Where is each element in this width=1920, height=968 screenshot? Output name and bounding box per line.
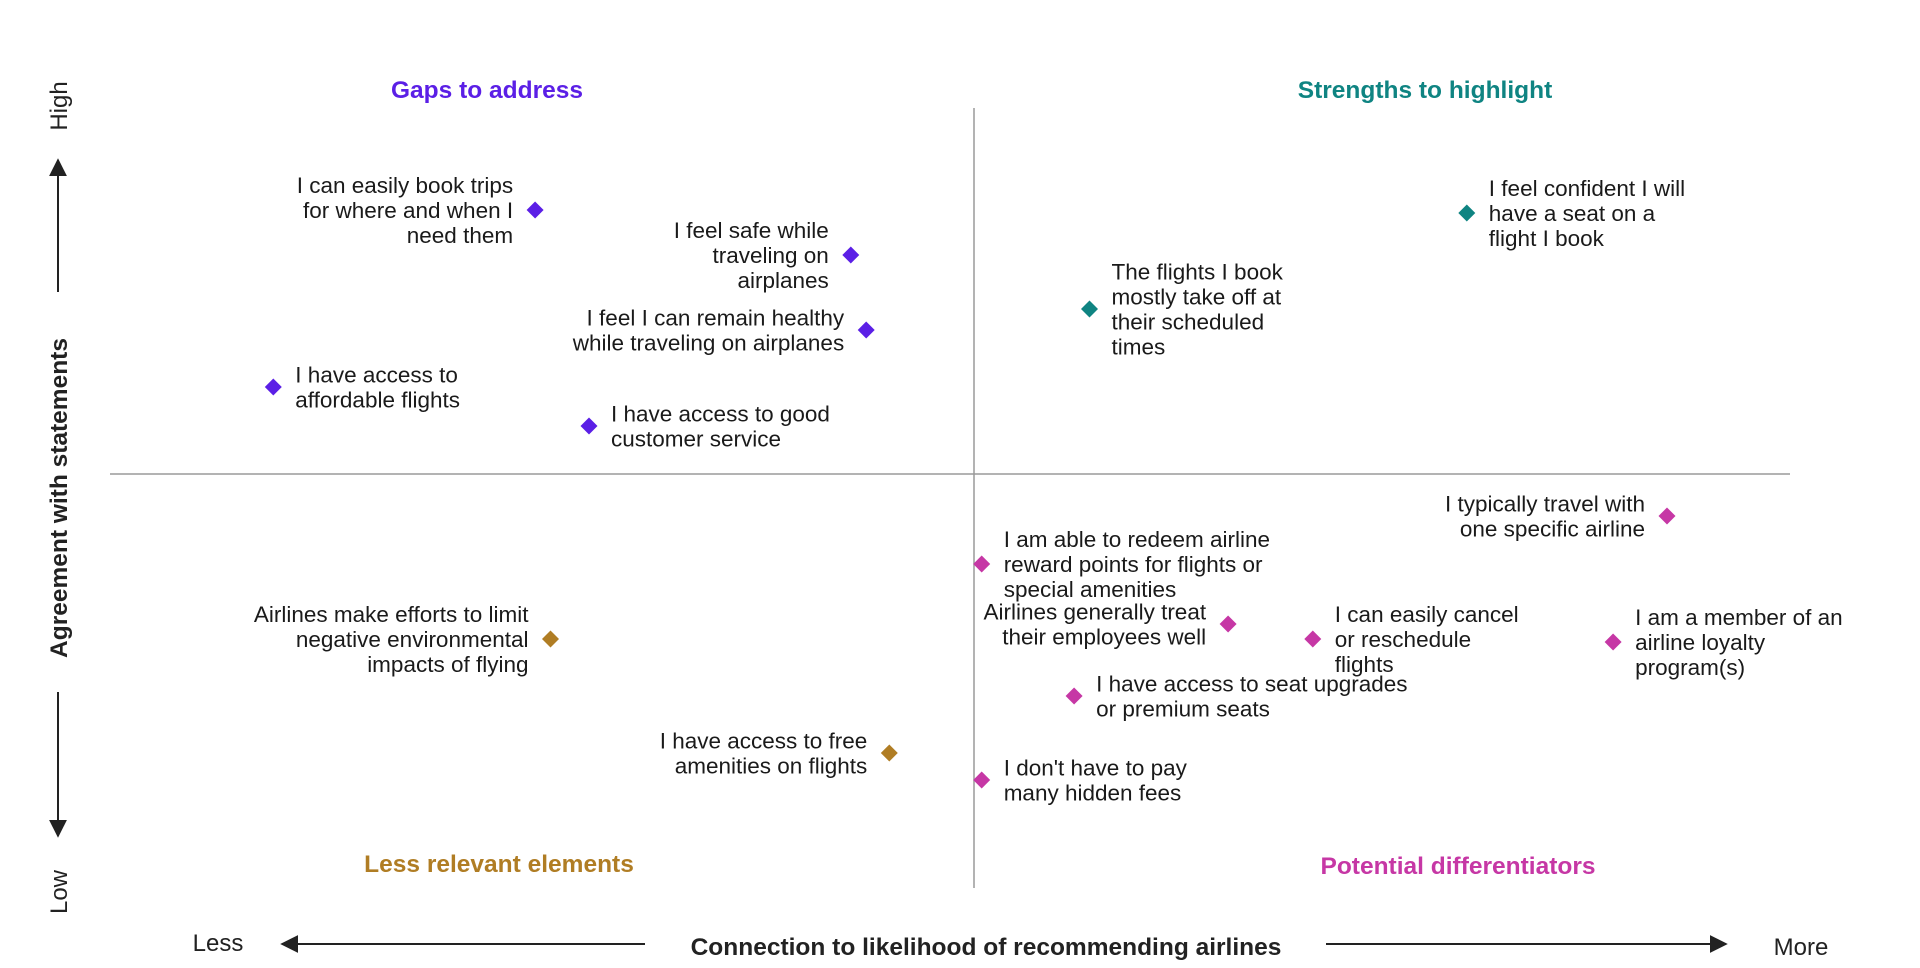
data-point-label: I can easily cancel or reschedule flights [1335,602,1519,677]
data-point-label: I have access to affordable flights [295,363,460,413]
data-point-marker [1304,630,1322,648]
data-point-label-line: I feel I can remain healthy [587,306,845,331]
y-axis-title: Agreement with statements [46,338,73,658]
data-point-marker [1458,204,1476,222]
x-axis-more-label: More [1774,934,1829,961]
data-point-marker [1604,633,1622,651]
data-point-marker [1065,687,1083,705]
data-point-marker [973,555,991,573]
y-axis-high-label: High [46,81,73,130]
data-point-label-line: I have access to free [660,729,868,754]
data-point-label: Airlines generally treat their employees … [983,600,1206,650]
data-point-marker [1081,300,1098,318]
data-point-label-line: airplanes [737,268,828,293]
data-point-label-line: I am able to redeem airline [1004,527,1270,552]
data-point-marker [973,771,991,789]
data-point-label-line: I have access to seat upgrades [1096,672,1407,697]
data-point-label-line: flights [1335,652,1394,677]
data-point-marker [880,744,898,762]
data-point-marker [857,321,875,339]
quadrant-title-strengths: Strengths to highlight [1298,77,1553,104]
data-point-label: I have access to seat upgrades or premium… [1096,672,1407,722]
x-axis-title: Connection to likelihood of recommending… [691,934,1282,961]
data-point-label: I have access to good customer service [611,402,830,452]
data-point-label-line: for where and when I [303,198,513,223]
data-point-label-line: I have access to good [611,402,830,427]
data-point-marker [264,378,282,396]
data-point-label-line: I typically travel with [1445,492,1645,517]
data-point-label: I feel safe while traveling on airplanes [674,218,829,293]
data-point-label-line: or reschedule [1335,627,1471,652]
y-axis-low-label: Low [46,869,73,914]
data-point-label: I have access to free amenities on flight… [660,729,868,779]
data-point-label-line: I don't have to pay [1004,756,1188,781]
data-point-label-line: their scheduled [1112,310,1265,335]
data-point-label-line: times [1112,335,1166,360]
data-point-label: I can easily book trips for where and whe… [297,173,513,248]
data-point-label: Airlines make efforts to limit negative e… [254,602,529,677]
data-point-label-line: affordable flights [295,388,460,413]
x-axis-less-label: Less [193,930,244,957]
data-point-label-line: mostly take off at [1112,285,1282,310]
data-point-label-line: reward points for flights or [1004,552,1263,577]
data-point-label-line: amenities on flights [675,754,868,779]
data-point-label: I am able to redeem airline reward points… [1004,527,1270,602]
data-point-label-line: I am a member of an [1635,605,1843,630]
data-point-label: I don't have to pay many hidden fees [1004,756,1188,806]
data-point-label-line: customer service [611,427,781,452]
data-point-label-line: Airlines make efforts to limit [254,602,529,627]
data-point-label-line: I have access to [295,363,458,388]
data-point-marker [526,201,544,219]
data-point-label-line: negative environmental [296,627,529,652]
data-point-label: I am a member of an airline loyalty progra… [1635,605,1843,680]
data-point-label-line: Airlines generally treat [983,600,1206,625]
data-point-label-line: traveling on [712,243,828,268]
data-point-label-line: flight I book [1489,226,1605,251]
data-point-label-line: need them [407,223,513,248]
data-point-label-line: many hidden fees [1004,781,1182,806]
data-point-label-line: airline loyalty [1635,630,1766,655]
data-point-marker [842,246,860,264]
data-point-label-line: special amenities [1004,577,1177,602]
data-point-label: I feel I can remain healthy while traveli… [572,306,845,356]
data-point-marker [1219,615,1237,633]
data-point-marker [580,417,598,435]
data-point-label-line: I can easily cancel [1335,602,1519,627]
data-point-label-line: The flights I book [1112,260,1284,285]
data-point-label-line: I can easily book trips [297,173,513,198]
quadrant-title-gaps: Gaps to address [391,77,583,104]
data-point-label-line: one specific airline [1460,517,1645,542]
data-point-marker [1658,507,1676,525]
data-point-label-line: or premium seats [1096,697,1270,722]
data-point-label-line: have a seat on a [1489,201,1656,226]
quadrant-title-differentiators: Potential differentiators [1321,853,1596,880]
data-point-label-line: I feel confident I will [1489,176,1685,201]
data-point-label: The flights I book mostly take off at thei… [1112,260,1284,360]
quadrant-title-less-relevant: Less relevant elements [364,851,634,878]
data-point-label-line: program(s) [1635,655,1745,680]
data-point-label: I typically travel with one specific airl… [1445,492,1645,542]
data-point-label-line: I feel safe while [674,218,829,243]
data-point-marker [542,630,559,648]
data-point-label-line: their employees well [1002,625,1206,650]
data-points: I can easily book trips for where and whe… [254,173,1843,806]
data-point-label-line: impacts of flying [367,652,528,677]
data-point-label-line: while traveling on airplanes [572,331,844,356]
